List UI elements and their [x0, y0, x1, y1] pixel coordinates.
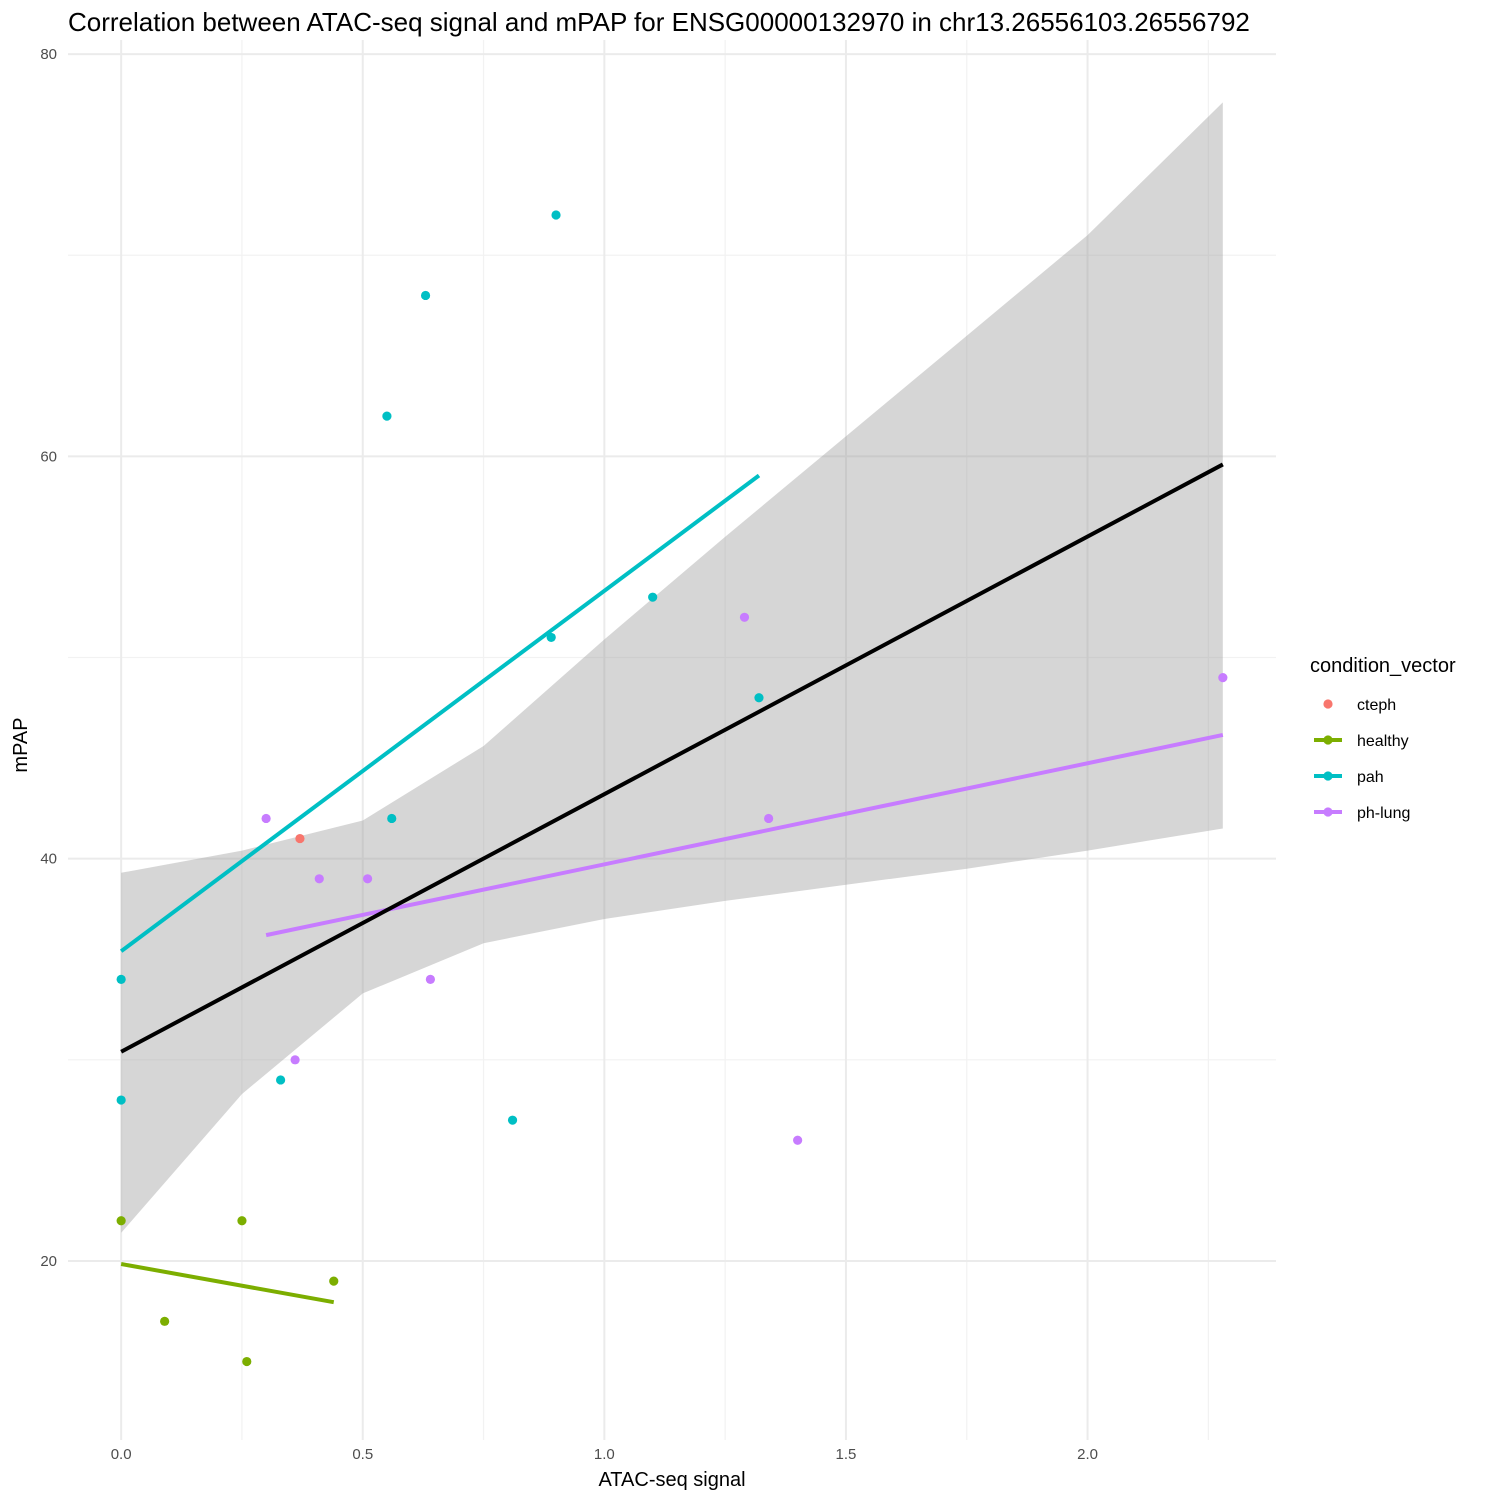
point-ph-lung: [1218, 673, 1228, 683]
point-pah: [546, 632, 556, 643]
point-ph-lung: [290, 1055, 300, 1065]
point-pah: [754, 693, 764, 703]
point-healthy: [116, 1216, 126, 1226]
y-tick-label: 60: [40, 448, 57, 465]
y-tick-label: 80: [40, 46, 57, 63]
confidence-band-area: [121, 102, 1223, 1233]
x-tick-label: 2.0: [1077, 1446, 1098, 1463]
point-ph-lung: [764, 813, 774, 824]
x-axis-ticks: 0.0 0.5 1.0 1.5 2.0: [111, 1446, 1098, 1463]
fit-line-pah: [119, 473, 761, 953]
chart-title: Correlation between ATAC-seq signal and …: [68, 7, 1250, 37]
legend-title: condition_vector: [1310, 655, 1456, 677]
point-healthy: [329, 1276, 339, 1286]
legend: condition_vector cteph healthy pah ph-lung: [1310, 655, 1456, 822]
legend-entries: cteph healthy pah ph-lung: [1314, 697, 1410, 822]
legend-key-point: [1323, 807, 1333, 817]
point-healthy: [237, 1216, 247, 1226]
point-pah: [382, 411, 392, 421]
point-ph-lung: [362, 874, 373, 884]
legend-label-ph-lung: ph-lung: [1357, 805, 1410, 822]
y-tick-label: 40: [40, 851, 57, 868]
point-pah: [551, 210, 561, 220]
overall-fit-line: [120, 462, 1224, 1054]
point-pah: [116, 1095, 126, 1105]
fit-line-ph-lung: [265, 733, 1224, 938]
point-cteph: [295, 833, 305, 844]
point-pah: [507, 1115, 518, 1125]
fit-line-healthy: [120, 1262, 335, 1305]
legend-label-cteph: cteph: [1357, 697, 1396, 714]
x-axis-title: ATAC-seq signal: [598, 1469, 745, 1491]
x-tick-label: 0.5: [352, 1446, 373, 1463]
point-ph-lung: [261, 813, 271, 824]
point-ph-lung: [314, 874, 324, 884]
point-healthy: [160, 1316, 170, 1326]
legend-key-point: [1323, 735, 1333, 745]
point-ph-lung: [793, 1135, 803, 1145]
point-ph-lung: [739, 612, 750, 622]
x-tick-label: 1.5: [836, 1446, 857, 1463]
y-tick-label: 20: [40, 1253, 57, 1270]
point-pah: [387, 813, 397, 824]
legend-label-pah: pah: [1357, 769, 1384, 786]
y-axis-ticks: 20 40 60 80: [40, 46, 57, 1270]
confidence-band: [121, 102, 1223, 1233]
x-tick-label: 1.0: [594, 1446, 615, 1463]
legend-label-healthy: healthy: [1357, 733, 1409, 750]
point-ph-lung: [425, 974, 435, 984]
point-pah: [276, 1075, 286, 1085]
point-pah: [420, 290, 431, 301]
point-pah: [648, 592, 658, 602]
legend-key-point: [1323, 699, 1333, 709]
legend-key-point: [1323, 771, 1333, 781]
data-points: [116, 210, 1228, 1367]
grid: [68, 40, 1276, 1440]
point-pah: [116, 974, 126, 984]
y-axis-title: mPAP: [10, 717, 32, 772]
x-tick-label: 0.0: [111, 1446, 132, 1463]
fit-lines: [119, 462, 1224, 1305]
point-healthy: [242, 1356, 252, 1367]
